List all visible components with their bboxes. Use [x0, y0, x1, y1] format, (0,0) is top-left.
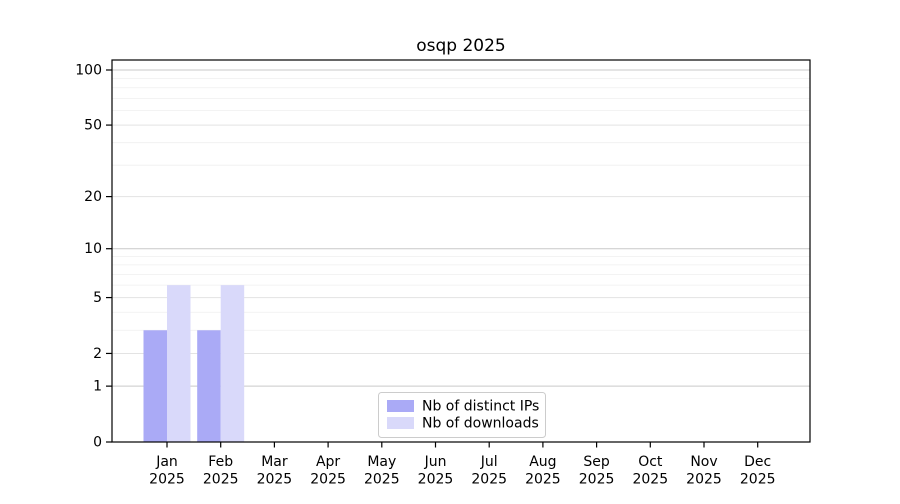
x-tick-label-month: Jan — [155, 454, 178, 470]
bar-downloads-feb — [220, 285, 245, 442]
x-tick-label-month: Jun — [424, 454, 447, 470]
bar-distinct-ips-jan — [143, 330, 167, 442]
y-tick-label: 2 — [93, 346, 102, 362]
y-tick-label: 5 — [93, 290, 102, 306]
y-tick-label: 10 — [84, 241, 102, 257]
x-tick-label-month: Mar — [261, 454, 288, 470]
x-tick-label-month: Nov — [690, 454, 717, 470]
x-tick-label-month: Apr — [316, 454, 340, 470]
y-tick-label: 20 — [84, 189, 102, 205]
x-tick-label-year: 2025 — [471, 472, 507, 488]
x-tick-label-year: 2025 — [203, 472, 239, 488]
x-tick-label-month: Aug — [529, 454, 556, 470]
legend-swatch-distinct-ips — [387, 400, 414, 412]
x-tick-label-year: 2025 — [686, 472, 722, 488]
x-tick-label-year: 2025 — [418, 472, 454, 488]
axes-frame — [111, 59, 811, 443]
y-tick-label: 0 — [93, 435, 102, 451]
x-tick-label-year: 2025 — [525, 472, 561, 488]
bar-distinct-ips-feb — [197, 330, 221, 442]
bar-downloads-jan — [167, 285, 191, 442]
x-tick-label-year: 2025 — [579, 472, 615, 488]
x-tick-label-year: 2025 — [149, 472, 185, 488]
x-tick-label-year: 2025 — [310, 472, 346, 488]
legend-label: Nb of distinct IPs — [422, 399, 539, 415]
legend-swatch-downloads — [387, 417, 414, 429]
x-tick-label-year: 2025 — [364, 472, 400, 488]
y-tick-label: 50 — [84, 118, 102, 134]
x-tick-label-month: Jul — [480, 454, 498, 470]
x-tick-label-year: 2025 — [257, 472, 293, 488]
legend-label: Nb of downloads — [422, 416, 539, 432]
x-tick-label-month: Dec — [744, 454, 771, 470]
x-tick-label-month: Sep — [583, 454, 610, 470]
x-tick-label-month: May — [367, 454, 396, 470]
chart-title: osqp 2025 — [416, 36, 506, 56]
legend-box — [378, 392, 546, 438]
x-tick-label-month: Feb — [208, 454, 233, 470]
y-tick-label: 1 — [93, 379, 102, 395]
x-tick-label-month: Oct — [638, 454, 663, 470]
x-tick-label-year: 2025 — [632, 472, 668, 488]
y-tick-label: 100 — [75, 62, 102, 78]
x-tick-label-year: 2025 — [740, 472, 776, 488]
